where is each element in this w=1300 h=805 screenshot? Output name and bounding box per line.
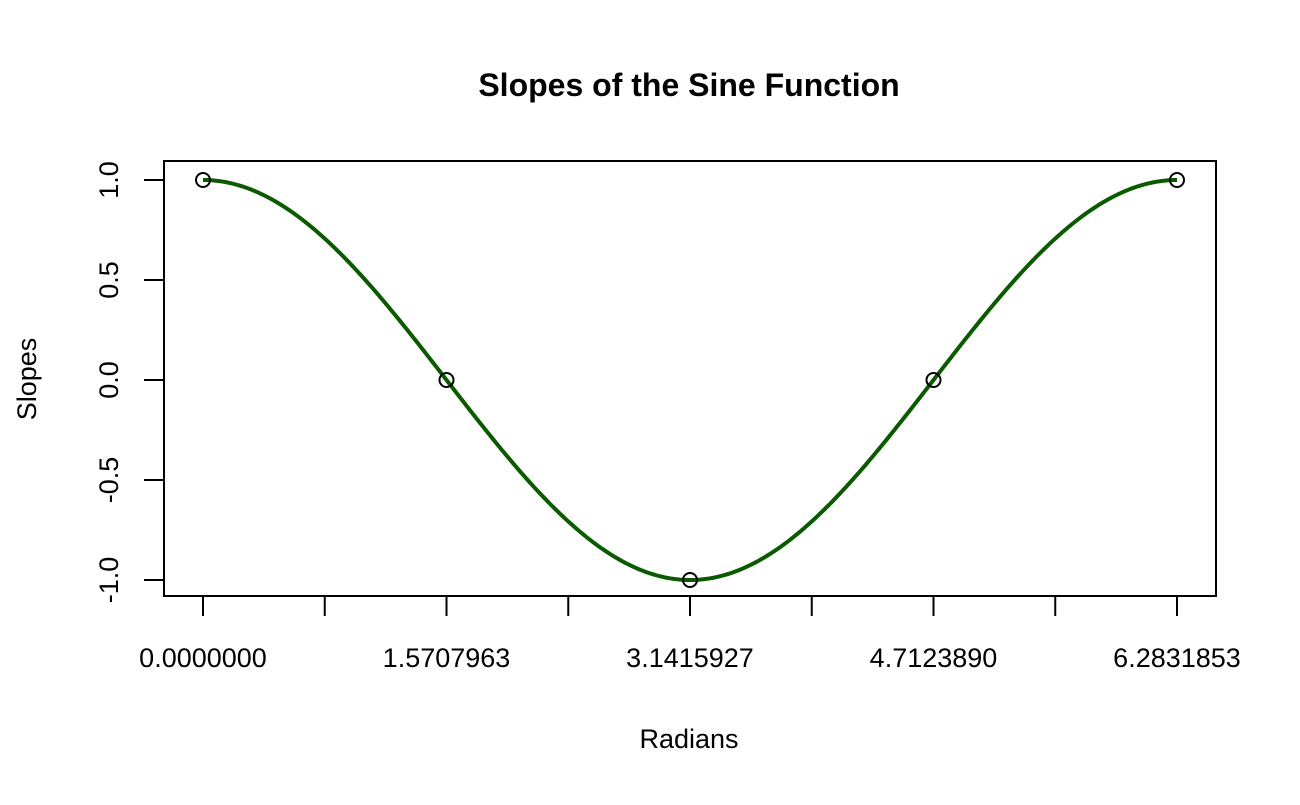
data-point: [925, 372, 942, 388]
data-point: [682, 572, 698, 588]
data-point: [195, 172, 211, 188]
y-tick-label: -0.5: [94, 457, 124, 504]
y-tick-label: 0.5: [94, 261, 124, 299]
y-tick-label: 1.0: [94, 161, 124, 199]
y-tick-label: -1.0: [94, 557, 124, 604]
data-points: [195, 172, 1185, 588]
x-tick-label: 4.7123890: [870, 643, 998, 673]
x-tick-label: 3.1415927: [626, 643, 754, 673]
y-tick-label: 0.0: [94, 361, 124, 399]
y-axis: -1.0 -0.5 0.0 0.5 1.0: [94, 161, 164, 603]
x-axis: 0.0000000 1.5707963 3.1415927 4.7123890 6.28…: [139, 596, 1241, 673]
x-tick-label: 1.5707963: [383, 643, 511, 673]
chart-title: Slopes of the Sine Function: [478, 67, 899, 103]
data-point: [438, 372, 455, 388]
x-axis-label: Radians: [639, 724, 738, 754]
x-tick-label: 6.2831853: [1113, 643, 1241, 673]
y-axis-label: Slopes: [12, 338, 42, 421]
data-point: [1169, 172, 1185, 188]
x-tick-label: 0.0000000: [139, 643, 267, 673]
plot-box: [163, 160, 1217, 597]
cosine-curve: [202, 178, 1178, 583]
